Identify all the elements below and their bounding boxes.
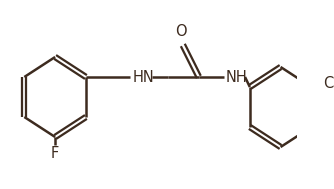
Text: HN: HN <box>132 70 154 84</box>
Text: O: O <box>175 24 187 39</box>
Text: NH: NH <box>225 70 247 84</box>
Text: F: F <box>51 146 59 161</box>
Text: Cl: Cl <box>323 75 334 91</box>
